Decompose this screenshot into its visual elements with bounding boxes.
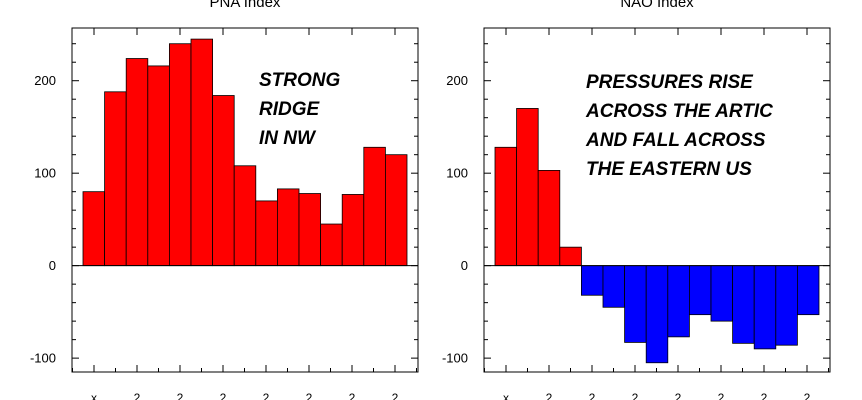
pna-bar	[298, 193, 322, 267]
pna-bar	[384, 154, 408, 267]
pna-y-tick-label: -100	[30, 351, 56, 366]
pna-y-tick-label: 200	[34, 73, 56, 88]
nao-bar	[710, 265, 734, 322]
nao-bar	[797, 265, 820, 316]
pna-x-tick-label: 2	[134, 391, 141, 400]
pna-annotation-line-1: STRONG	[259, 70, 341, 91]
pna-panel: PNA Index -100 0 100 200 x 2 2 2 2 2 2 2 STRONG RI…	[30, 0, 419, 400]
pna-chart-title: PNA Index	[210, 0, 281, 11]
pna-x-tick-label: 2	[306, 391, 313, 400]
pna-y-tick-label: 100	[34, 166, 56, 181]
pna-x-tick-label: 2	[263, 391, 270, 400]
pna-y-tick-label: 0	[49, 258, 56, 273]
nao-bar	[602, 265, 626, 308]
pna-bar	[276, 188, 300, 267]
nao-x-tick-label: 2	[718, 391, 725, 400]
pna-bar	[147, 65, 170, 267]
nao-panel: NAO Index -100 0 100 200 x 2 2 2 2 2 2 2 PRESSURES…	[442, 0, 831, 400]
pna-bar	[233, 165, 257, 267]
pna-y-axis: -100 0 100 200	[30, 43, 418, 366]
nao-bar	[667, 265, 690, 338]
pna-bar	[341, 194, 365, 267]
pna-x-tick-label: 2	[349, 391, 356, 400]
pna-x-axis: x 2 2 2 2 2 2 2	[72, 28, 417, 400]
nao-y-tick-label: 100	[446, 166, 468, 181]
nao-x-tick-label: 2	[546, 391, 553, 400]
pna-bar	[104, 91, 127, 267]
pna-bar	[320, 223, 343, 267]
nao-annotation-line-2: ACROSS THE ARTIC	[585, 101, 773, 122]
nao-bar	[624, 265, 647, 343]
pna-x-tick-label: 2	[220, 391, 227, 400]
nao-bar	[516, 108, 539, 267]
nao-bar	[645, 265, 669, 364]
nao-bar	[537, 170, 561, 267]
nao-bar	[753, 265, 777, 350]
nao-bar	[689, 265, 712, 316]
pna-x-tick-label: 2	[177, 391, 184, 400]
pna-x-tick-label: x	[91, 391, 97, 400]
nao-y-tick-label: 200	[446, 73, 468, 88]
nao-bar	[494, 146, 518, 267]
nao-x-axis: x 2 2 2 2 2 2 2	[484, 28, 829, 400]
nao-annotation-line-4: THE EASTERN US	[586, 159, 752, 180]
pna-bar	[363, 146, 386, 267]
nao-annotation-line-3: AND FALL ACROSS	[585, 130, 766, 151]
pna-bars	[82, 38, 408, 267]
pna-bar	[190, 38, 214, 267]
nao-annotation: PRESSURES RISE ACROSS THE ARTIC AND FALL…	[585, 72, 773, 180]
nao-x-tick-label: 2	[632, 391, 639, 400]
nao-bar	[775, 265, 798, 346]
nao-x-tick-label: x	[503, 391, 509, 400]
nao-y-tick-label: 0	[461, 258, 468, 273]
nao-y-tick-label: -100	[442, 351, 468, 366]
nao-x-tick-label: 2	[804, 391, 811, 400]
pna-annotation-line-3: IN NW	[259, 128, 317, 149]
nao-y-axis: -100 0 100 200	[442, 43, 830, 366]
nao-annotation-line-1: PRESSURES RISE	[586, 72, 754, 93]
nao-x-tick-label: 2	[675, 391, 682, 400]
pna-bar	[125, 58, 149, 267]
pna-x-tick-label: 2	[392, 391, 399, 400]
pna-bar	[168, 43, 192, 267]
nao-bar	[732, 265, 755, 344]
pna-bar	[255, 200, 278, 267]
pna-annotation: STRONG RIDGE IN NW	[259, 70, 341, 149]
nao-x-tick-label: 2	[589, 391, 596, 400]
nao-x-tick-label: 2	[761, 391, 768, 400]
pna-bar	[212, 95, 235, 267]
pna-bar	[82, 191, 106, 267]
nao-chart-title: NAO Index	[620, 0, 694, 11]
nao-bar	[581, 265, 604, 296]
pna-annotation-line-2: RIDGE	[259, 99, 321, 120]
nao-bar	[559, 246, 582, 267]
